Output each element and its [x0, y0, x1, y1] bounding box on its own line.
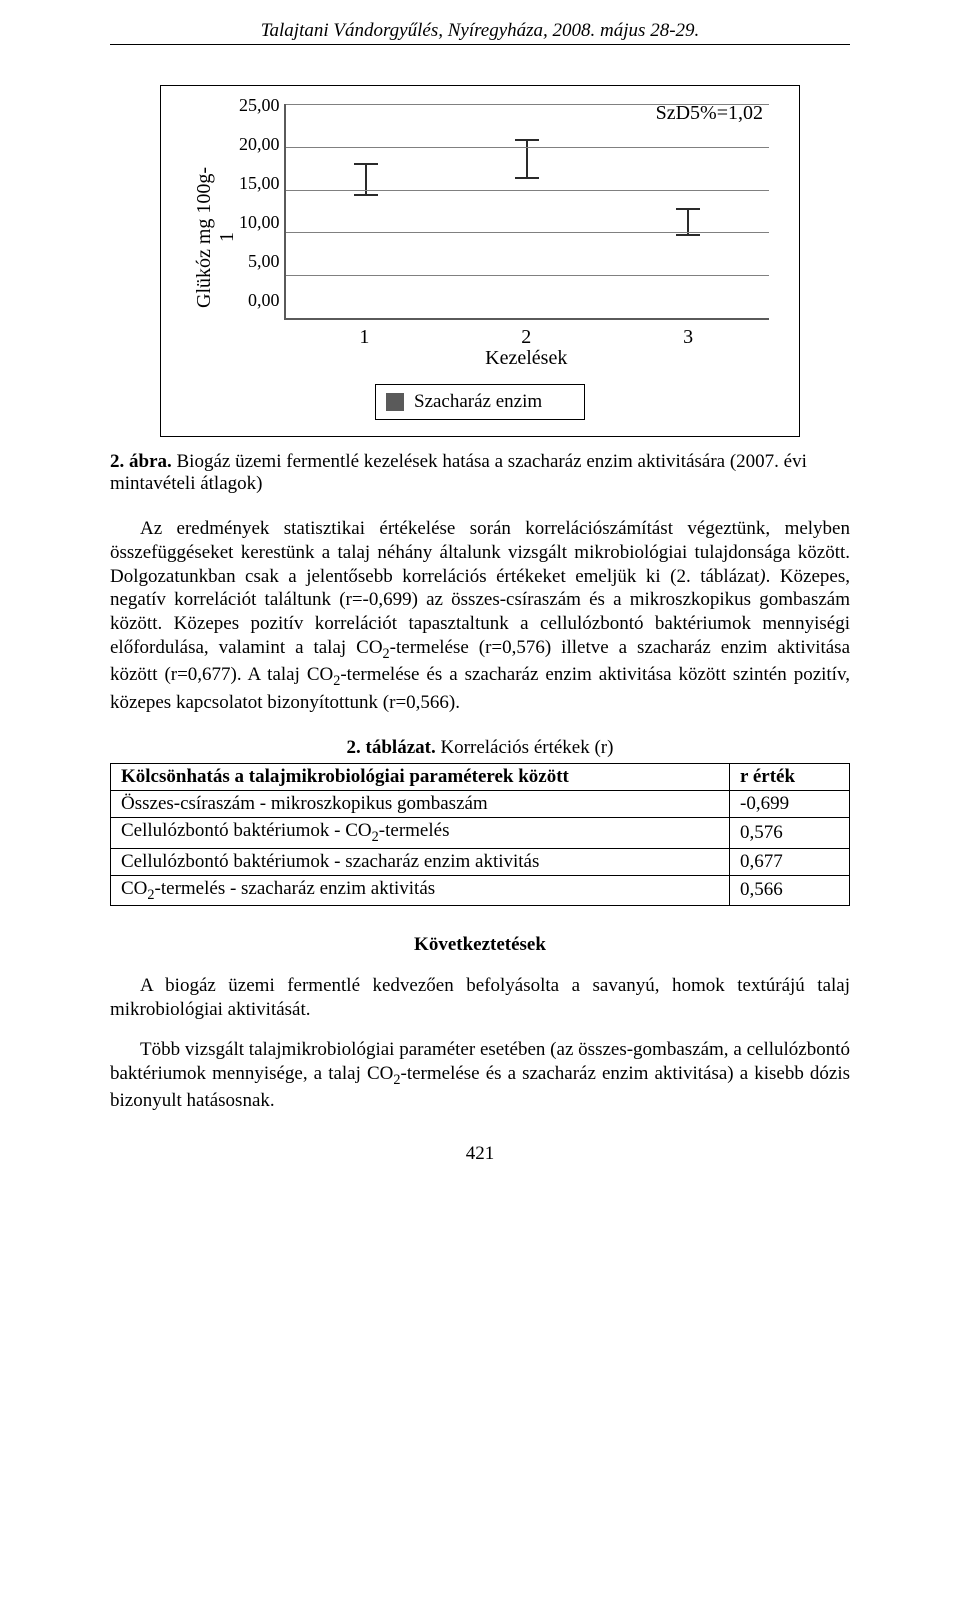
page-header: Talajtani Vándorgyűlés, Nyíregyháza, 200…	[110, 20, 850, 45]
y-tick: 25,00	[239, 95, 280, 116]
table-cell-label: Cellulózbontó baktériumok - szacharáz en…	[111, 848, 730, 875]
y-axis-ticks: 25,00 20,00 15,00 10,00 5,00 0,00	[239, 95, 284, 311]
correlation-table: Kölcsönhatás a talajmikrobiológiai param…	[110, 763, 850, 907]
table-cell-label: Cellulózbontó baktériumok - CO2-termelés	[111, 817, 730, 848]
bars-container	[286, 104, 770, 318]
y-axis-label: Glükóz mg 100g-1	[191, 104, 239, 370]
grid-line	[286, 275, 770, 276]
y-tick: 5,00	[248, 251, 280, 272]
conclusion-p2: Több vizsgált talajmikrobiológiai paramé…	[110, 1038, 850, 1113]
error-bar-cap-bottom	[354, 194, 378, 196]
grid-line	[286, 190, 770, 191]
table-cell-label: CO2-termelés - szacharáz enzim aktivitás	[111, 875, 730, 906]
legend-swatch	[386, 393, 404, 411]
table-col2-header: r érték	[730, 763, 850, 790]
error-bar-cap-bottom	[676, 234, 700, 236]
legend-label: Szacharáz enzim	[414, 391, 542, 413]
chart-frame: Glükóz mg 100g-1 25,0020,0015,0010,005,0…	[160, 85, 800, 437]
grid-line	[286, 147, 770, 148]
table-header-row: Kölcsönhatás a talajmikrobiológiai param…	[111, 763, 850, 790]
error-bar-cap-top	[354, 163, 378, 165]
table-cell-value: 0,566	[730, 875, 850, 906]
x-tick: 2	[471, 326, 581, 349]
y-tick: 0,00	[248, 290, 280, 311]
table-cell-value: -0,699	[730, 790, 850, 817]
grid-line	[286, 104, 770, 105]
grid-line	[286, 232, 770, 233]
error-bar-cap-top	[515, 139, 539, 141]
x-axis-title: Kezelések	[284, 347, 770, 370]
conclusion-p1: A biogáz üzemi fermentlé kedvezően befol…	[110, 974, 850, 1022]
y-tick: 15,00	[239, 173, 280, 194]
chart-legend: Szacharáz enzim	[375, 384, 585, 420]
error-bar-cap-top	[676, 208, 700, 210]
section-title: Következtetések	[110, 934, 850, 956]
error-bar-stem	[687, 209, 689, 235]
paragraph-1: Az eredmények statisztikai értékelése so…	[110, 517, 850, 715]
x-tick: 1	[309, 326, 419, 349]
table-row: Cellulózbontó baktériumok - CO2-termelés…	[111, 817, 850, 848]
error-bar-cap-bottom	[515, 177, 539, 179]
table-cell-value: 0,576	[730, 817, 850, 848]
x-tick: 3	[633, 326, 743, 349]
table-cell-label: Összes-csíraszám - mikroszkopikus gombas…	[111, 790, 730, 817]
y-tick: 10,00	[239, 212, 280, 233]
figure-caption: 2. ábra. Biogáz üzemi fermentlé kezelése…	[110, 451, 850, 495]
chart-plot-area: SzD5%=1,02	[284, 104, 770, 320]
table-row: Cellulózbontó baktériumok - szacharáz en…	[111, 848, 850, 875]
table-col1-header: Kölcsönhatás a talajmikrobiológiai param…	[111, 763, 730, 790]
table-row: CO2-termelés - szacharáz enzim aktivitás…	[111, 875, 850, 906]
error-bar-stem	[365, 164, 367, 195]
x-axis-ticks: 1 2 3	[284, 326, 770, 349]
table-title: 2. táblázat. Korrelációs értékek (r)	[110, 737, 850, 759]
table-cell-value: 0,677	[730, 848, 850, 875]
page-number: 421	[110, 1143, 850, 1165]
error-bar-stem	[526, 140, 528, 178]
table-row: Összes-csíraszám - mikroszkopikus gombas…	[111, 790, 850, 817]
y-tick: 20,00	[239, 134, 280, 155]
